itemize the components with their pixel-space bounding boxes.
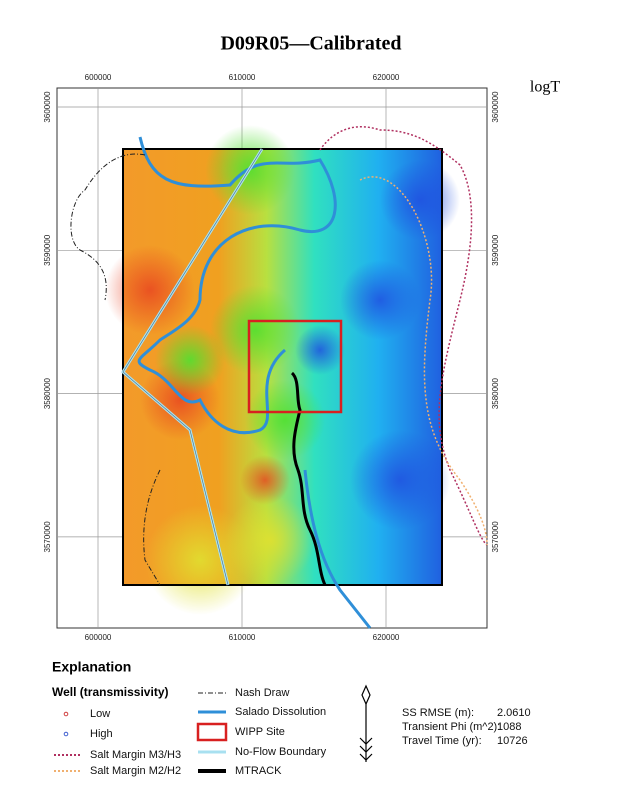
field-blob — [240, 455, 290, 505]
y-tick-label: 3580000 — [43, 377, 52, 409]
x-tick-label: 600000 — [85, 633, 112, 642]
legend-label: WIPP Site — [235, 726, 285, 738]
legend-label: Salado Dissolution — [235, 706, 326, 718]
salado-dissolution — [303, 469, 372, 629]
stat-value: 1088 — [497, 721, 521, 733]
field-blob — [155, 325, 225, 395]
north-arrow — [359, 684, 373, 762]
colorbar-title: logT — [530, 79, 560, 96]
legend-label: High — [90, 728, 113, 740]
transmissivity-field — [105, 125, 460, 615]
low-symbol — [63, 711, 69, 717]
field-blob — [210, 285, 300, 375]
no-flow-boundary-edge — [122, 148, 263, 586]
y-tick-label: 3600000 — [43, 91, 52, 123]
y-tick-label: 3590000 — [491, 234, 500, 266]
legend-label: Salt Margin M3/H3 — [90, 749, 181, 761]
y-tick-label: 3590000 — [43, 234, 52, 266]
x-tick-label: 610000 — [229, 633, 256, 642]
stat-label: Transient Phi (m^2): — [402, 721, 500, 733]
y-tick-label: 3600000 — [491, 91, 500, 123]
map-features — [70, 126, 488, 629]
legend-label: No-Flow Boundary — [235, 746, 327, 758]
field-blob — [295, 325, 345, 375]
field-blob — [350, 430, 450, 530]
legend-label: Nash Draw — [235, 687, 289, 699]
legend-label: Low — [90, 708, 110, 720]
stat-value: 10726 — [497, 735, 528, 747]
stat-label: Travel Time (yr): — [402, 735, 482, 747]
salt-margin-m3h3 — [319, 126, 488, 546]
legend: Explanation Well (transmissivity) Low Hi… — [52, 659, 373, 777]
stat-value: 2.0610 — [497, 707, 531, 719]
wipp-site — [247, 319, 343, 414]
salado-dissolution — [137, 136, 337, 435]
field-blob — [245, 380, 325, 460]
high-symbol — [63, 731, 69, 737]
y-tick-label: 3570000 — [43, 521, 52, 553]
wipp-symbol — [196, 722, 228, 742]
title: D09R05—Calibrated — [220, 33, 401, 55]
y-tick-label: 3570000 — [491, 521, 500, 553]
field-blob — [380, 160, 460, 240]
field-blob — [105, 245, 195, 335]
x-tick-label: 610000 — [229, 73, 256, 82]
colorbar: logT — [530, 79, 560, 96]
legend-heading: Well (transmissivity) — [52, 685, 168, 699]
legend-label: Salt Margin M2/H2 — [90, 765, 181, 777]
x-tick-label: 600000 — [85, 73, 112, 82]
model-domain — [122, 148, 443, 586]
field-blob — [340, 260, 420, 340]
stat-label: SS RMSE (m): — [402, 707, 474, 719]
x-tick-label: 620000 — [373, 73, 400, 82]
mtrack — [290, 371, 327, 586]
legend-title: Explanation — [52, 659, 131, 675]
y-tick-label: 3580000 — [491, 377, 500, 409]
nash-draw — [70, 153, 161, 586]
legend-label: MTRACK — [235, 765, 282, 777]
field-blob — [225, 495, 315, 585]
x-tick-label: 620000 — [373, 633, 400, 642]
